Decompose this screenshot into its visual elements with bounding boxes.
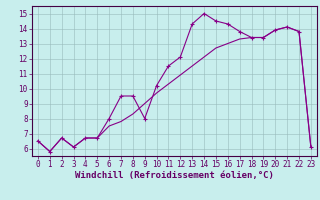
X-axis label: Windchill (Refroidissement éolien,°C): Windchill (Refroidissement éolien,°C) — [75, 171, 274, 180]
